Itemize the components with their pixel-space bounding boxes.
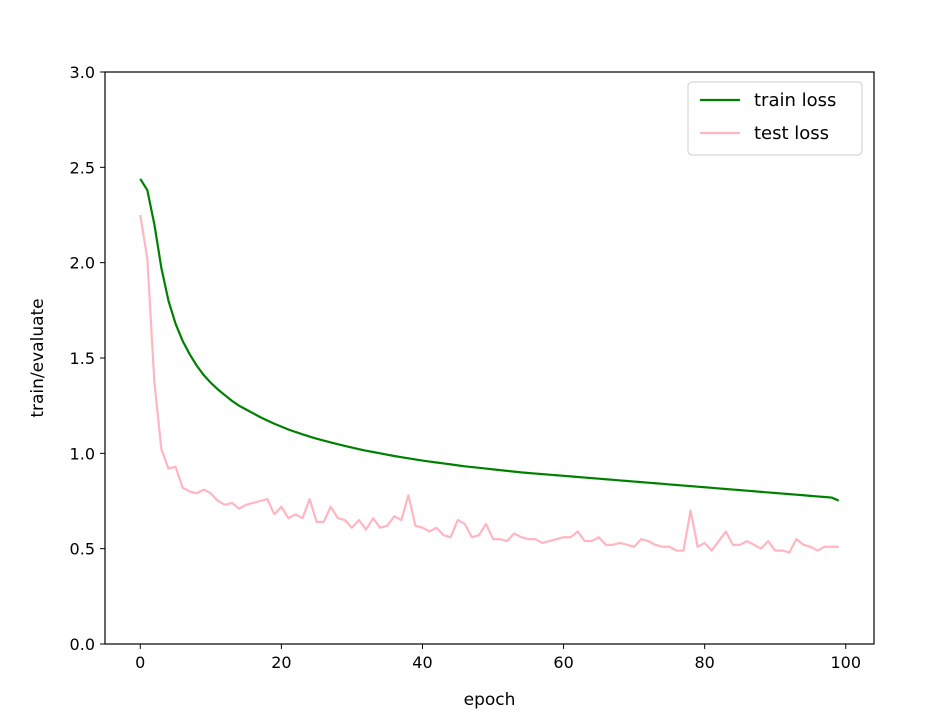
legend-label: train loss: [754, 90, 836, 111]
x-axis-ticks: 0 20 40 60 80 100: [135, 644, 861, 672]
y-tick-label: 2.0: [70, 254, 95, 273]
x-tick-label: 60: [553, 653, 573, 672]
y-tick-label: 1.0: [70, 444, 95, 463]
x-axis-title: epoch: [464, 690, 516, 710]
series-layer: [139, 178, 840, 554]
y-axis-title: train/evaluate: [28, 298, 48, 417]
plot-frame: [104, 71, 875, 645]
y-axis-ticks: 0.0 0.5 1.0 1.5 2.0 2.5 3.0: [70, 63, 105, 654]
y-tick-label: 1.5: [70, 349, 95, 368]
y-tick-label: 0.5: [70, 540, 95, 559]
series-line-train-loss: [139, 178, 840, 502]
legend-label: test loss: [754, 123, 829, 144]
x-tick-label: 80: [694, 653, 714, 672]
series-line-test-loss: [139, 214, 839, 554]
legend: train loss test loss: [687, 81, 863, 156]
x-tick-label: 0: [135, 653, 145, 672]
y-tick-label: 3.0: [70, 63, 95, 82]
x-tick-label: 20: [271, 653, 291, 672]
y-tick-label: 2.5: [70, 158, 95, 177]
x-tick-label: 100: [831, 653, 862, 672]
y-tick-label: 0.0: [70, 635, 95, 654]
x-tick-label: 40: [412, 653, 432, 672]
